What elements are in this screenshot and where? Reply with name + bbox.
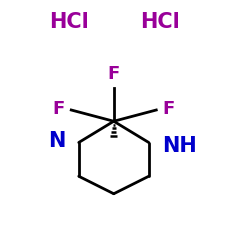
Text: HCl: HCl — [140, 12, 180, 32]
Text: N: N — [48, 131, 65, 151]
Text: F: F — [53, 100, 65, 118]
Text: HCl: HCl — [49, 12, 88, 32]
Text: F: F — [162, 100, 175, 118]
Text: NH: NH — [162, 136, 197, 156]
Text: F: F — [108, 65, 120, 83]
